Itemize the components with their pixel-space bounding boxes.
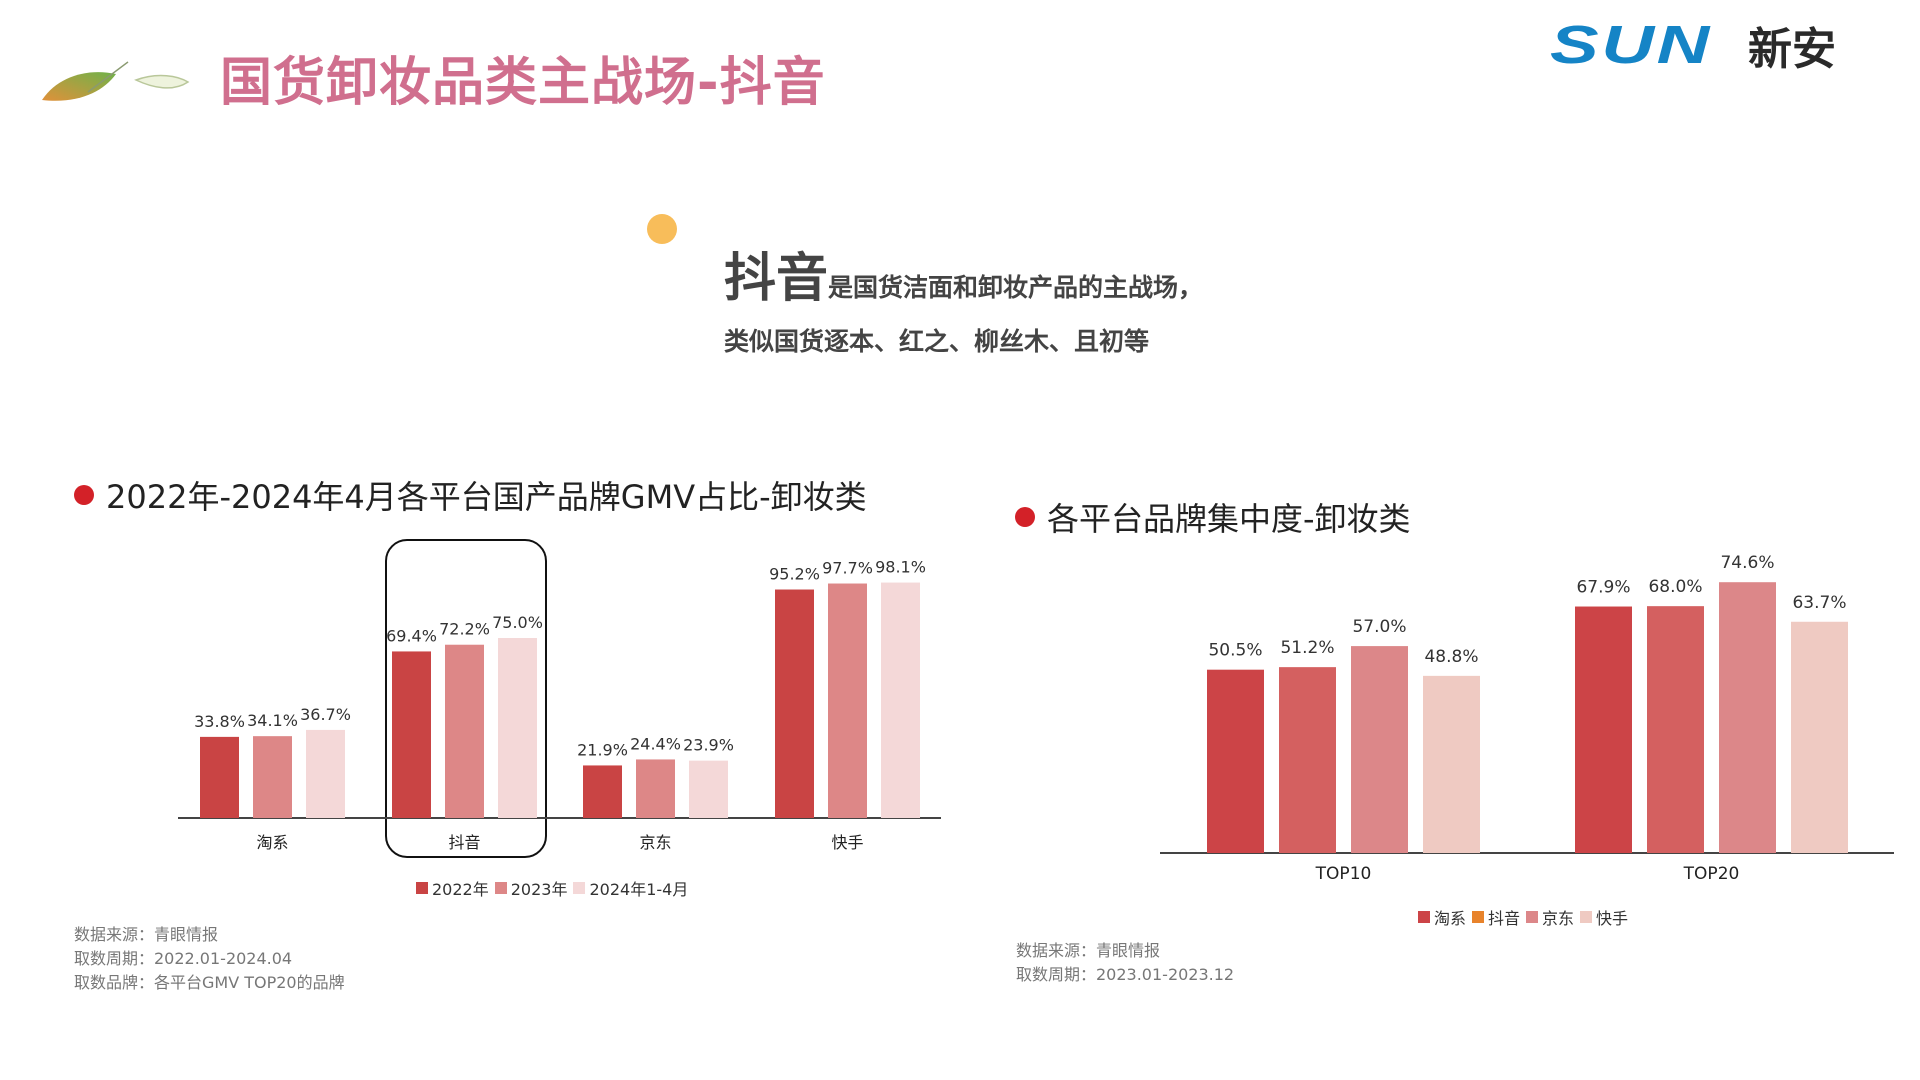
bullet-dot-icon bbox=[1015, 507, 1035, 527]
x-tick-label: 快手 bbox=[831, 833, 863, 852]
bar-TOP20-快手 bbox=[1791, 621, 1848, 853]
data-label: 69.4% bbox=[386, 626, 437, 645]
legend-swatch bbox=[573, 882, 586, 894]
data-label: 57.0% bbox=[1352, 617, 1406, 637]
data-label: 95.2% bbox=[769, 565, 820, 584]
bar-淘系-2024年1-4月 bbox=[306, 729, 345, 818]
bar-京东-2024年1-4月 bbox=[689, 760, 728, 818]
data-label: 24.4% bbox=[630, 734, 681, 753]
highlight-box-douyin bbox=[385, 539, 547, 858]
data-label: 68.0% bbox=[1648, 577, 1702, 597]
data-label: 75.0% bbox=[492, 613, 543, 632]
data-label: 23.9% bbox=[683, 736, 734, 755]
logo-sun-text: SUN bbox=[1550, 15, 1713, 75]
data-label: 97.7% bbox=[822, 559, 873, 578]
legend-swatch bbox=[1472, 911, 1485, 923]
page-title: 国货卸妆品类主战场-抖音 bbox=[220, 53, 826, 113]
summary-headline: 抖音是国货洁面和卸妆产品的主战场， bbox=[724, 236, 1203, 311]
bar-抖音-2023年 bbox=[445, 644, 484, 818]
bullet-dot-icon bbox=[647, 214, 677, 244]
x-tick-label: TOP10 bbox=[1315, 864, 1372, 884]
legend-label: 抖音 bbox=[1488, 909, 1521, 928]
x-tick-label: 淘系 bbox=[256, 833, 288, 852]
bar-快手-2023年 bbox=[828, 583, 867, 818]
left-notes: 数据来源：青眼情报 取数周期：2022.01-2024.04 取数品牌：各平台G… bbox=[74, 923, 345, 995]
data-label: 48.8% bbox=[1424, 647, 1478, 667]
bullet-dot-icon bbox=[74, 485, 94, 505]
x-tick-label: 京东 bbox=[639, 833, 671, 852]
bar-TOP20-京东 bbox=[1719, 582, 1776, 853]
data-label: 33.8% bbox=[194, 712, 245, 731]
data-label: 67.9% bbox=[1576, 578, 1630, 598]
bar-淘系-2022年 bbox=[200, 736, 239, 818]
legend-swatch bbox=[494, 882, 507, 894]
note-source: 数据来源：青眼情报 bbox=[74, 925, 219, 944]
bar-抖音-2022年 bbox=[392, 651, 431, 818]
data-label: 51.2% bbox=[1280, 638, 1334, 658]
data-label: 98.1% bbox=[875, 558, 926, 577]
legend-label: 2023年 bbox=[510, 880, 568, 899]
legend-label: 淘系 bbox=[1434, 909, 1467, 928]
data-label: 36.7% bbox=[300, 705, 351, 724]
bar-京东-2022年 bbox=[583, 765, 622, 818]
note-period: 取数周期：2022.01-2024.04 bbox=[74, 949, 293, 968]
logo-cn-text: 新安 bbox=[1748, 24, 1836, 75]
legend-swatch bbox=[1580, 911, 1593, 923]
legend-label: 快手 bbox=[1596, 909, 1629, 928]
legend-swatch bbox=[1526, 911, 1539, 923]
legend-label: 京东 bbox=[1542, 909, 1575, 928]
data-label: 50.5% bbox=[1208, 641, 1262, 661]
bar-淘系-2023年 bbox=[253, 736, 292, 818]
bar-京东-2023年 bbox=[636, 759, 675, 818]
right-chart-legend: 淘系 抖音 京东 快手 bbox=[1412, 905, 1628, 929]
data-label: 74.6% bbox=[1720, 553, 1774, 573]
x-tick-label: 抖音 bbox=[448, 833, 480, 852]
leaf-decoration-icon bbox=[38, 58, 198, 112]
bar-快手-2022年 bbox=[775, 589, 814, 818]
data-label: 63.7% bbox=[1792, 593, 1846, 613]
summary-emphasis: 抖音 bbox=[724, 249, 829, 309]
summary-line1: 是国货洁面和卸妆产品的主战场， bbox=[828, 273, 1204, 302]
note-source: 数据来源：青眼情报 bbox=[1016, 941, 1161, 960]
bar-快手-2024年1-4月 bbox=[881, 582, 920, 818]
company-logo: SUN 新安 bbox=[1550, 15, 1836, 75]
bar-TOP10-淘系 bbox=[1207, 669, 1264, 853]
left-chart-title-text: 2022年-2024年4月各平台国产品牌GMV占比-卸妆类 bbox=[106, 478, 867, 516]
x-tick-label: TOP20 bbox=[1683, 864, 1740, 884]
note-period: 取数周期：2023.01-2023.12 bbox=[1016, 965, 1235, 984]
summary-line2: 类似国货逐本、红之、柳丝木、且初等 bbox=[724, 327, 1150, 356]
bar-TOP10-快手 bbox=[1423, 675, 1480, 853]
left-chart-title: 2022年-2024年4月各平台国产品牌GMV占比-卸妆类 bbox=[74, 472, 867, 518]
legend-label: 2022年 bbox=[432, 880, 489, 899]
right-chart-title-text: 各平台品牌集中度-卸妆类 bbox=[1047, 500, 1411, 538]
bar-抖音-2024年1-4月 bbox=[498, 638, 537, 818]
data-label: 72.2% bbox=[439, 620, 490, 639]
legend-label: 2024年1-4月 bbox=[589, 880, 689, 899]
legend-swatch bbox=[416, 882, 428, 894]
note-brands: 取数品牌：各平台GMV TOP20的品牌 bbox=[74, 973, 345, 992]
left-chart-legend: 2022年 2023年 2024年1-4月 bbox=[410, 876, 688, 900]
legend-swatch bbox=[1418, 911, 1430, 923]
bar-TOP10-京东 bbox=[1351, 646, 1408, 853]
bar-TOP10-抖音 bbox=[1279, 667, 1336, 853]
right-chart-title: 各平台品牌集中度-卸妆类 bbox=[1015, 494, 1411, 540]
bar-TOP20-抖音 bbox=[1647, 606, 1704, 853]
data-label: 21.9% bbox=[577, 740, 628, 759]
right-notes: 数据来源：青眼情报 取数周期：2023.01-2023.12 bbox=[1016, 939, 1234, 987]
bar-TOP20-淘系 bbox=[1575, 606, 1632, 853]
data-label: 34.1% bbox=[247, 711, 298, 730]
